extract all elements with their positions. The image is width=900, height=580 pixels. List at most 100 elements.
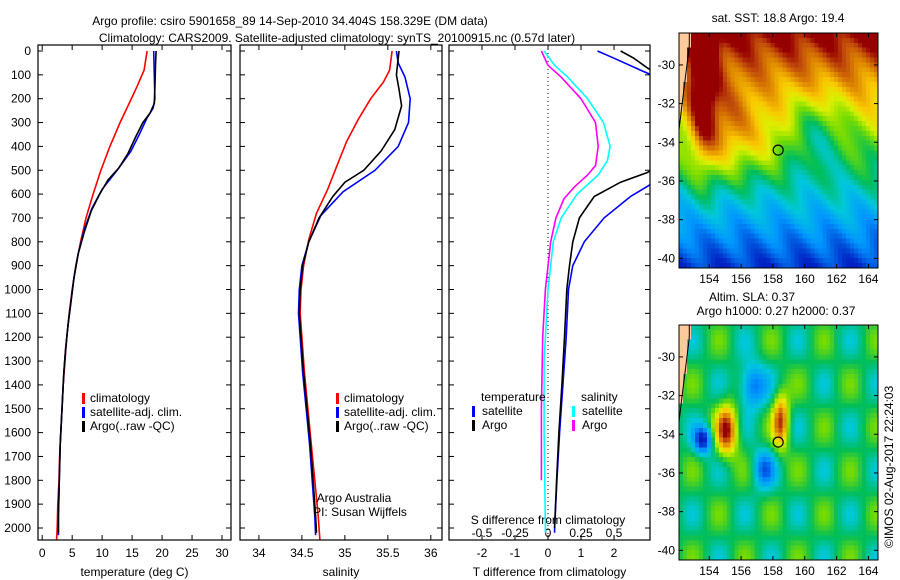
depth-tick-label: 2000 [4,521,31,535]
legend-title-salinity: salinity [581,390,618,404]
x-tick-label: 34 [252,546,266,560]
lon-tick-label: 154 [699,272,719,286]
figure-title-line1: Argo profile: csiro 5901658_89 14-Sep-20… [92,14,488,28]
legend-label: climatology [90,391,150,405]
depth-tick-label: 1100 [5,306,31,320]
legend-swatch [336,421,339,432]
x-tick-label: 1 [578,546,585,560]
legend-swatch [82,421,85,432]
argo-location-marker [772,436,784,448]
lat-tick-label: -34 [658,427,676,441]
x-axis-label: salinity [323,565,360,579]
lat-tick-label: -34 [658,135,676,149]
depth-tick-label: 800 [11,235,31,249]
series-argo-raw-qc- [57,50,157,533]
depth-tick-label: 200 [11,92,31,106]
lat-tick-label: -36 [658,466,676,480]
series-s-argo [540,50,600,481]
sla-map-title-line1: Altim. SLA: 0.37 [709,290,795,304]
x-tick-label: 30 [215,546,229,560]
x-tick-label: 0 [545,546,552,560]
series-s-satellite [543,50,611,533]
lon-tick-label: 164 [858,272,878,286]
series-t-satellite [553,50,650,533]
depth-tick-label: 1600 [4,426,31,440]
legend-swatch [472,406,475,417]
series-group [55,50,157,540]
sla-map-image [679,325,878,560]
x-axis-label: temperature (deg C) [80,565,188,579]
depth-tick-label: 1400 [4,378,31,392]
series-argo-raw-qc- [298,50,403,533]
series-climatology [55,50,148,540]
lon-tick-label: 154 [699,564,719,578]
s-diff-tick-label: 0.5 [606,526,623,540]
legend-label: Argo(..raw -QC) [344,419,429,433]
lat-tick-label: -30 [658,350,676,364]
x-tick-label: 20 [155,546,169,560]
legend-swatch [82,393,85,404]
depth-tick-label: 1200 [4,330,31,344]
x-tick-label: -2 [477,546,488,560]
s-diff-tick-label: 0.25 [569,526,593,540]
legend-swatch [572,406,575,417]
lon-tick-label: 158 [763,272,783,286]
depth-tick-label: 300 [11,116,31,130]
s-diff-tick-label: 0 [545,526,552,540]
depth-tick-label: 0 [24,44,31,58]
lat-tick-label: -32 [658,97,676,111]
depth-tick-label: 500 [11,163,31,177]
imos-credit: ©IMOS 02-Aug-2017 22:24:03 [882,385,896,548]
sla-map-axes: 154 156 158 160 162 164 -30 -32 -34 -36 -38 -40 [658,324,879,578]
sla-map-title-line2: Argo h1000: 0.27 h2000: 0.37 [697,304,856,318]
panel-frame [37,44,232,541]
lon-tick-label: 156 [731,564,751,578]
annotation-pi: PI: Susan Wijffels [313,505,407,519]
coastline [678,33,690,130]
legend-title-temperature: temperature [481,390,546,404]
legend-label: Argo [582,418,608,432]
s-diff-tick-label: -0.25 [501,526,529,540]
legend-label: Argo [482,418,508,432]
legend-label: satellite [482,404,523,418]
x-tick-label: 0 [39,546,46,560]
depth-tick-label: 1800 [4,473,31,487]
depth-tick-label: 400 [11,139,31,153]
panel-frame [239,44,443,541]
depth-tick-label: 100 [11,68,31,82]
s-diff-tick-label: -0.5 [472,526,493,540]
legend-swatch [336,393,339,404]
panel-frame [448,44,651,541]
depth-tick-label: 1900 [4,497,31,511]
lon-tick-label: 160 [795,564,815,578]
map-frame [678,324,879,561]
series-t-argo [553,50,650,529]
x-tick-label: 35.5 [376,546,400,560]
coastline [678,325,690,422]
map-frame [678,32,879,269]
depth-tick-label: 600 [11,187,31,201]
legend-swatch [82,407,85,418]
lat-tick-label: -36 [658,174,676,188]
lon-tick-label: 158 [763,564,783,578]
figure-title-line2: Climatology: CARS2009. Satellite-adjuste… [99,31,575,45]
lat-tick-label: -32 [658,389,676,403]
lon-tick-label: 162 [827,564,847,578]
depth-tick-label: 900 [11,259,31,273]
sst-map-image [679,33,878,268]
legend-swatch [572,420,575,431]
legend-label: satellite-adj. clim. [344,405,436,419]
lat-tick-label: -38 [658,505,676,519]
legend-label: Argo(..raw -QC) [90,419,175,433]
series-satellite-adj-clim- [297,50,412,536]
series-group [540,50,650,533]
series-satellite-adj-clim- [57,50,156,536]
legend-label: satellite [582,404,623,418]
sst-map-title: sat. SST: 18.8 Argo: 19.4 [712,11,845,25]
legend-swatch [472,420,475,431]
lat-tick-label: -38 [658,213,676,227]
series-climatology [299,50,393,540]
depth-tick-label: 1000 [4,283,31,297]
panel-salinity: 34 34.5 35 35.5 36 salinity climatologysatelli… [239,44,443,579]
